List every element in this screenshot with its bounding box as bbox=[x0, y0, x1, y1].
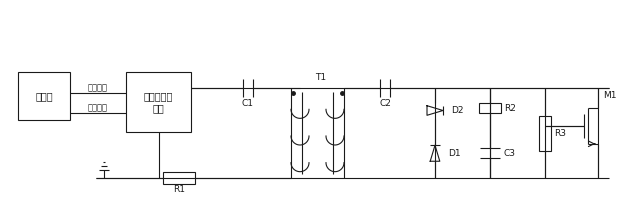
Text: M1: M1 bbox=[603, 92, 617, 100]
Bar bbox=[126, 72, 191, 132]
Bar bbox=[539, 115, 551, 151]
Text: C3: C3 bbox=[503, 149, 515, 158]
Text: 开关信号: 开关信号 bbox=[88, 104, 108, 112]
Bar bbox=[479, 103, 501, 113]
Text: C2: C2 bbox=[379, 99, 391, 107]
Bar bbox=[18, 72, 70, 120]
Text: D1: D1 bbox=[448, 149, 461, 158]
Text: R2: R2 bbox=[504, 104, 516, 113]
Text: R3: R3 bbox=[554, 128, 566, 138]
Text: C1: C1 bbox=[242, 99, 254, 107]
Text: 控制或驱动
芯片: 控制或驱动 芯片 bbox=[144, 91, 173, 113]
Text: 载波信号: 载波信号 bbox=[88, 84, 108, 92]
Text: 振荡器: 振荡器 bbox=[35, 91, 53, 101]
Text: D2: D2 bbox=[451, 106, 463, 115]
Bar bbox=[163, 172, 195, 184]
Text: T1: T1 bbox=[315, 74, 326, 82]
Text: R1: R1 bbox=[173, 186, 185, 194]
